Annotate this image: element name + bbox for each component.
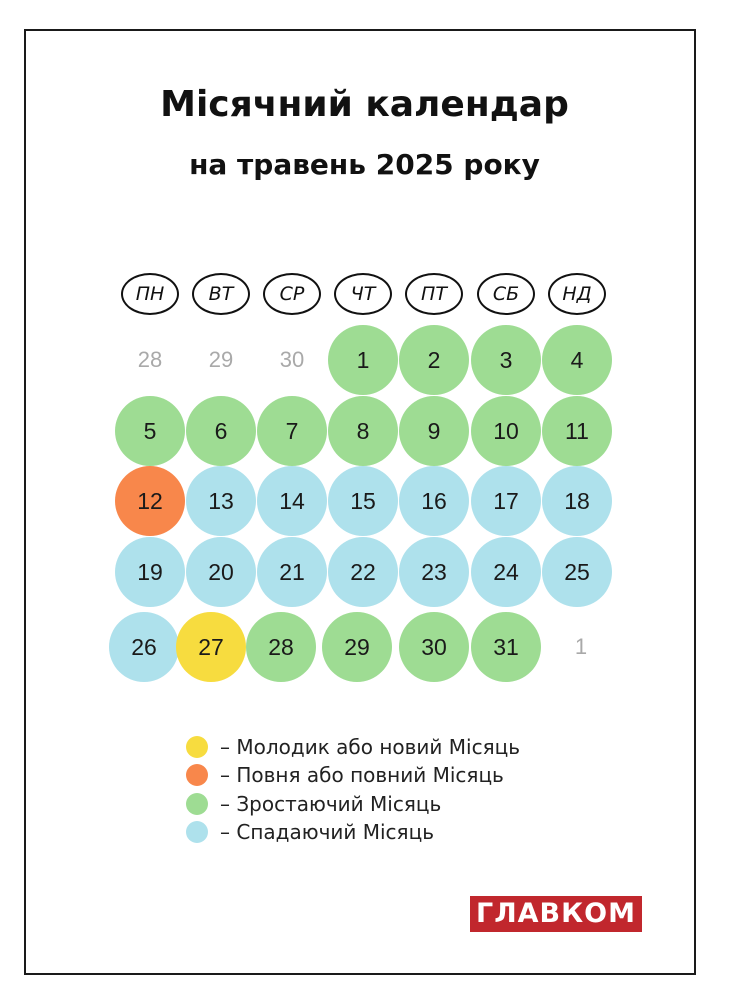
day-cell: 13 (186, 466, 256, 536)
legend-label: – Повня або повний Місяць (220, 763, 504, 787)
day-cell: 12 (115, 466, 185, 536)
day-cell: 5 (115, 396, 185, 466)
day-cell: 1 (574, 634, 588, 659)
weekday-3: СР (263, 273, 321, 315)
day-cell: 9 (399, 396, 469, 466)
weekday-2: ВТ (192, 273, 250, 315)
day-cell: 11 (542, 396, 612, 466)
legend-label: – Молодик або новий Місяць (220, 735, 521, 759)
calendar-subtitle: на травень 2025 року (189, 148, 540, 181)
weekday-5: ПТ (405, 273, 463, 315)
day-cell: 28 (137, 347, 163, 372)
day-cell: 17 (471, 466, 541, 536)
calendar-frame (24, 29, 696, 975)
day-cell: 1 (328, 325, 398, 395)
day-cell: 16 (399, 466, 469, 536)
legend-label: – Спадаючий Місяць (220, 820, 434, 844)
day-cell: 6 (186, 396, 256, 466)
day-cell: 22 (328, 537, 398, 607)
legend-swatch (186, 764, 208, 786)
day-cell: 10 (471, 396, 541, 466)
day-cell: 15 (328, 466, 398, 536)
day-cell: 21 (257, 537, 327, 607)
day-cell: 24 (471, 537, 541, 607)
day-cell: 8 (328, 396, 398, 466)
day-cell: 2 (399, 325, 469, 395)
day-cell: 29 (208, 347, 234, 372)
day-cell: 18 (542, 466, 612, 536)
day-cell: 30 (399, 612, 469, 682)
glavkom-logo: ГЛАВКОМ (470, 896, 642, 932)
day-cell: 29 (322, 612, 392, 682)
legend-swatch (186, 821, 208, 843)
day-cell: 20 (186, 537, 256, 607)
day-cell: 30 (279, 347, 305, 372)
weekday-1: ПН (121, 273, 179, 315)
day-cell: 27 (176, 612, 246, 682)
day-cell: 25 (542, 537, 612, 607)
calendar-title: Місячний календар (160, 84, 569, 125)
day-cell: 28 (246, 612, 316, 682)
legend-swatch (186, 736, 208, 758)
day-cell: 26 (109, 612, 179, 682)
day-cell: 19 (115, 537, 185, 607)
day-cell: 14 (257, 466, 327, 536)
day-cell: 7 (257, 396, 327, 466)
day-cell: 31 (471, 612, 541, 682)
weekday-4: ЧТ (334, 273, 392, 315)
day-cell: 23 (399, 537, 469, 607)
legend-swatch (186, 793, 208, 815)
weekday-6: СБ (477, 273, 535, 315)
day-cell: 3 (471, 325, 541, 395)
legend-label: – Зростаючий Місяць (220, 792, 442, 816)
day-cell: 4 (542, 325, 612, 395)
weekday-7: НД (548, 273, 606, 315)
